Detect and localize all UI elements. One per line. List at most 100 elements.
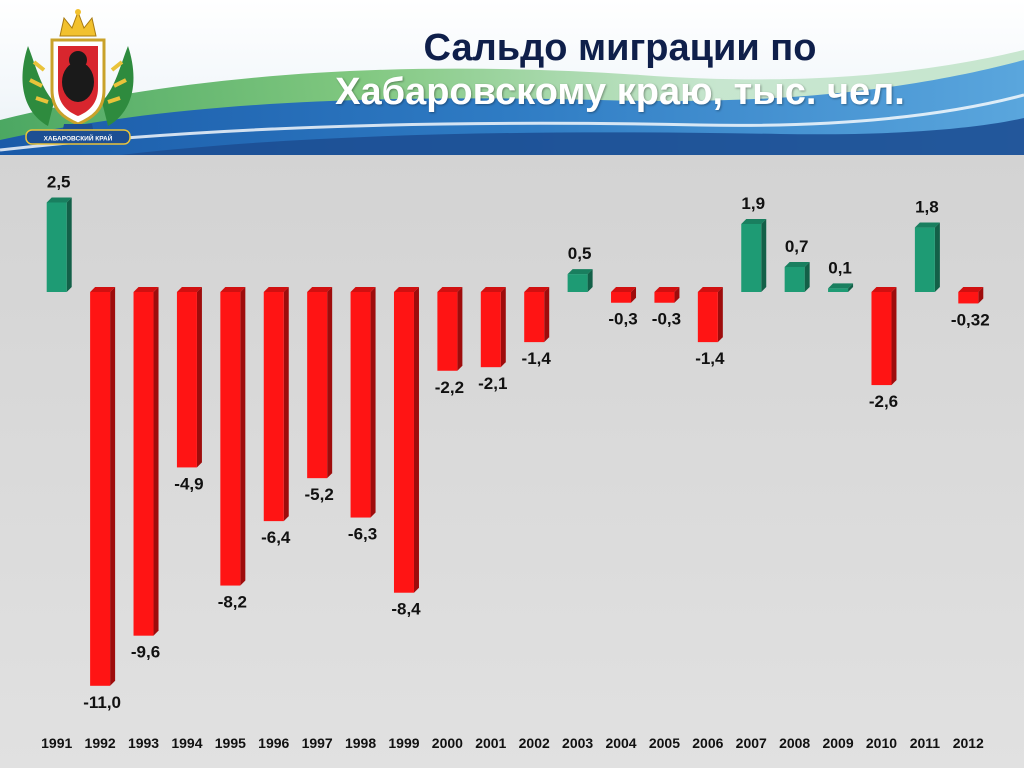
title-line-1: Сальдо миграции по <box>423 27 817 69</box>
bar-side-1998 <box>370 287 376 518</box>
chart-area: 2,5 1991 -11,0 1992 -9,6 1993 -4,9 1994 -8,2 1995… <box>0 155 1024 768</box>
bar-front-2002 <box>524 292 545 343</box>
bar-top-2002 <box>524 287 550 292</box>
bar-side-2003 <box>587 269 593 292</box>
bar-side-1991 <box>66 197 72 292</box>
bar-top-2012 <box>958 287 984 292</box>
data-label-2006: -1,4 <box>695 349 725 368</box>
bar-side-2000 <box>457 287 463 371</box>
bar-2001 <box>480 287 506 368</box>
x-tick-label-1995: 1995 <box>215 735 246 751</box>
bar-top-2005 <box>654 287 680 292</box>
bar-front-1992 <box>90 292 111 686</box>
bar-side-2001 <box>500 287 506 368</box>
bar-top-2000 <box>437 287 463 292</box>
bar-2002 <box>524 287 550 343</box>
bar-1991 <box>46 197 72 292</box>
bar-side-2009 <box>848 283 854 292</box>
x-tick-label-1996: 1996 <box>258 735 289 751</box>
data-label-2005: -0,3 <box>652 310 681 329</box>
slide-title: Сальдо миграции по Хабаровскому краю, ты… <box>270 26 970 114</box>
bar-front-2009 <box>828 288 849 292</box>
bar-front-1999 <box>393 292 414 593</box>
data-label-2001: -2,1 <box>478 374 507 393</box>
bar-top-1992 <box>90 287 116 292</box>
bar-side-1999 <box>413 287 419 593</box>
bar-2004 <box>611 287 637 303</box>
bar-front-2010 <box>871 292 892 386</box>
data-label-2009: 0,1 <box>828 258 852 277</box>
x-tick-label-1994: 1994 <box>171 735 202 751</box>
bar-front-2000 <box>437 292 458 371</box>
bar-1992 <box>90 287 116 686</box>
bar-front-2003 <box>567 274 588 292</box>
x-tick-label-1993: 1993 <box>128 735 159 751</box>
bar-top-2009 <box>828 283 854 289</box>
x-tick-label-2002: 2002 <box>519 735 550 751</box>
bar-side-1995 <box>240 287 246 586</box>
bar-side-2006 <box>717 287 723 343</box>
bar-front-2008 <box>784 266 805 292</box>
khabarovsk-coat-of-arms-icon: ХАБАРОВСКИЙ КРАЙ <box>22 9 134 145</box>
x-tick-label-2010: 2010 <box>866 735 897 751</box>
bar-top-2008 <box>784 261 810 267</box>
data-label-2011: 1,8 <box>915 198 939 217</box>
bar-2005 <box>654 287 680 303</box>
bar-2000 <box>437 287 463 371</box>
data-label-2010: -2,6 <box>869 392 898 411</box>
bar-top-1991 <box>46 197 72 203</box>
bar-front-2011 <box>914 227 935 292</box>
bar-1998 <box>350 287 376 518</box>
bar-top-1999 <box>393 287 419 292</box>
bar-side-2011 <box>934 222 940 292</box>
slide-header: ХАБАРОВСКИЙ КРАЙ Сальдо миграции по Хаба… <box>0 0 1024 155</box>
bar-side-1993 <box>153 287 159 636</box>
x-tick-label-2000: 2000 <box>432 735 463 751</box>
data-label-2002: -1,4 <box>522 349 552 368</box>
x-tick-label-2004: 2004 <box>605 735 636 751</box>
bar-top-1997 <box>307 287 333 292</box>
data-label-1993: -9,6 <box>131 643 160 662</box>
x-tick-label-2001: 2001 <box>475 735 506 751</box>
data-label-2012: -0,32 <box>951 310 990 329</box>
bar-top-2007 <box>741 218 767 224</box>
bar-side-1992 <box>110 287 116 686</box>
bar-front-1996 <box>263 292 284 522</box>
bar-side-2002 <box>544 287 550 343</box>
bar-1993 <box>133 287 159 636</box>
data-label-2008: 0,7 <box>785 237 809 256</box>
x-tick-label-1992: 1992 <box>85 735 116 751</box>
bar-top-1994 <box>176 287 202 292</box>
bar-side-2005 <box>674 287 680 303</box>
bar-side-1994 <box>196 287 202 468</box>
bar-front-1993 <box>133 292 154 636</box>
data-label-1994: -4,9 <box>174 474 203 493</box>
bar-2008 <box>784 261 810 292</box>
data-label-2003: 0,5 <box>568 244 592 263</box>
bar-1996 <box>263 287 289 522</box>
bar-side-1997 <box>327 287 333 479</box>
data-label-1991: 2,5 <box>47 173 71 192</box>
bar-side-2010 <box>891 287 897 386</box>
x-tick-label-2005: 2005 <box>649 735 680 751</box>
bar-side-2007 <box>761 218 767 292</box>
bar-2011 <box>914 222 940 292</box>
title-line-2: Хабаровскому краю, тыс. чел. <box>335 71 905 113</box>
bar-1999 <box>393 287 419 593</box>
x-tick-label-2008: 2008 <box>779 735 810 751</box>
data-label-1997: -5,2 <box>305 485 334 504</box>
bar-top-1996 <box>263 287 289 292</box>
x-tick-label-1998: 1998 <box>345 735 376 751</box>
bar-front-1994 <box>176 292 197 468</box>
x-tick-label-2007: 2007 <box>736 735 767 751</box>
x-tick-label-2011: 2011 <box>910 735 941 751</box>
bar-top-2004 <box>611 287 637 292</box>
bar-front-2001 <box>480 292 501 368</box>
data-label-1995: -8,2 <box>218 593 247 612</box>
bar-2010 <box>871 287 897 386</box>
header-wave-decoration <box>0 50 1024 155</box>
bar-1994 <box>176 287 202 468</box>
bar-2003 <box>567 269 593 292</box>
data-label-2007: 1,9 <box>741 194 765 213</box>
bar-top-2006 <box>697 287 723 292</box>
